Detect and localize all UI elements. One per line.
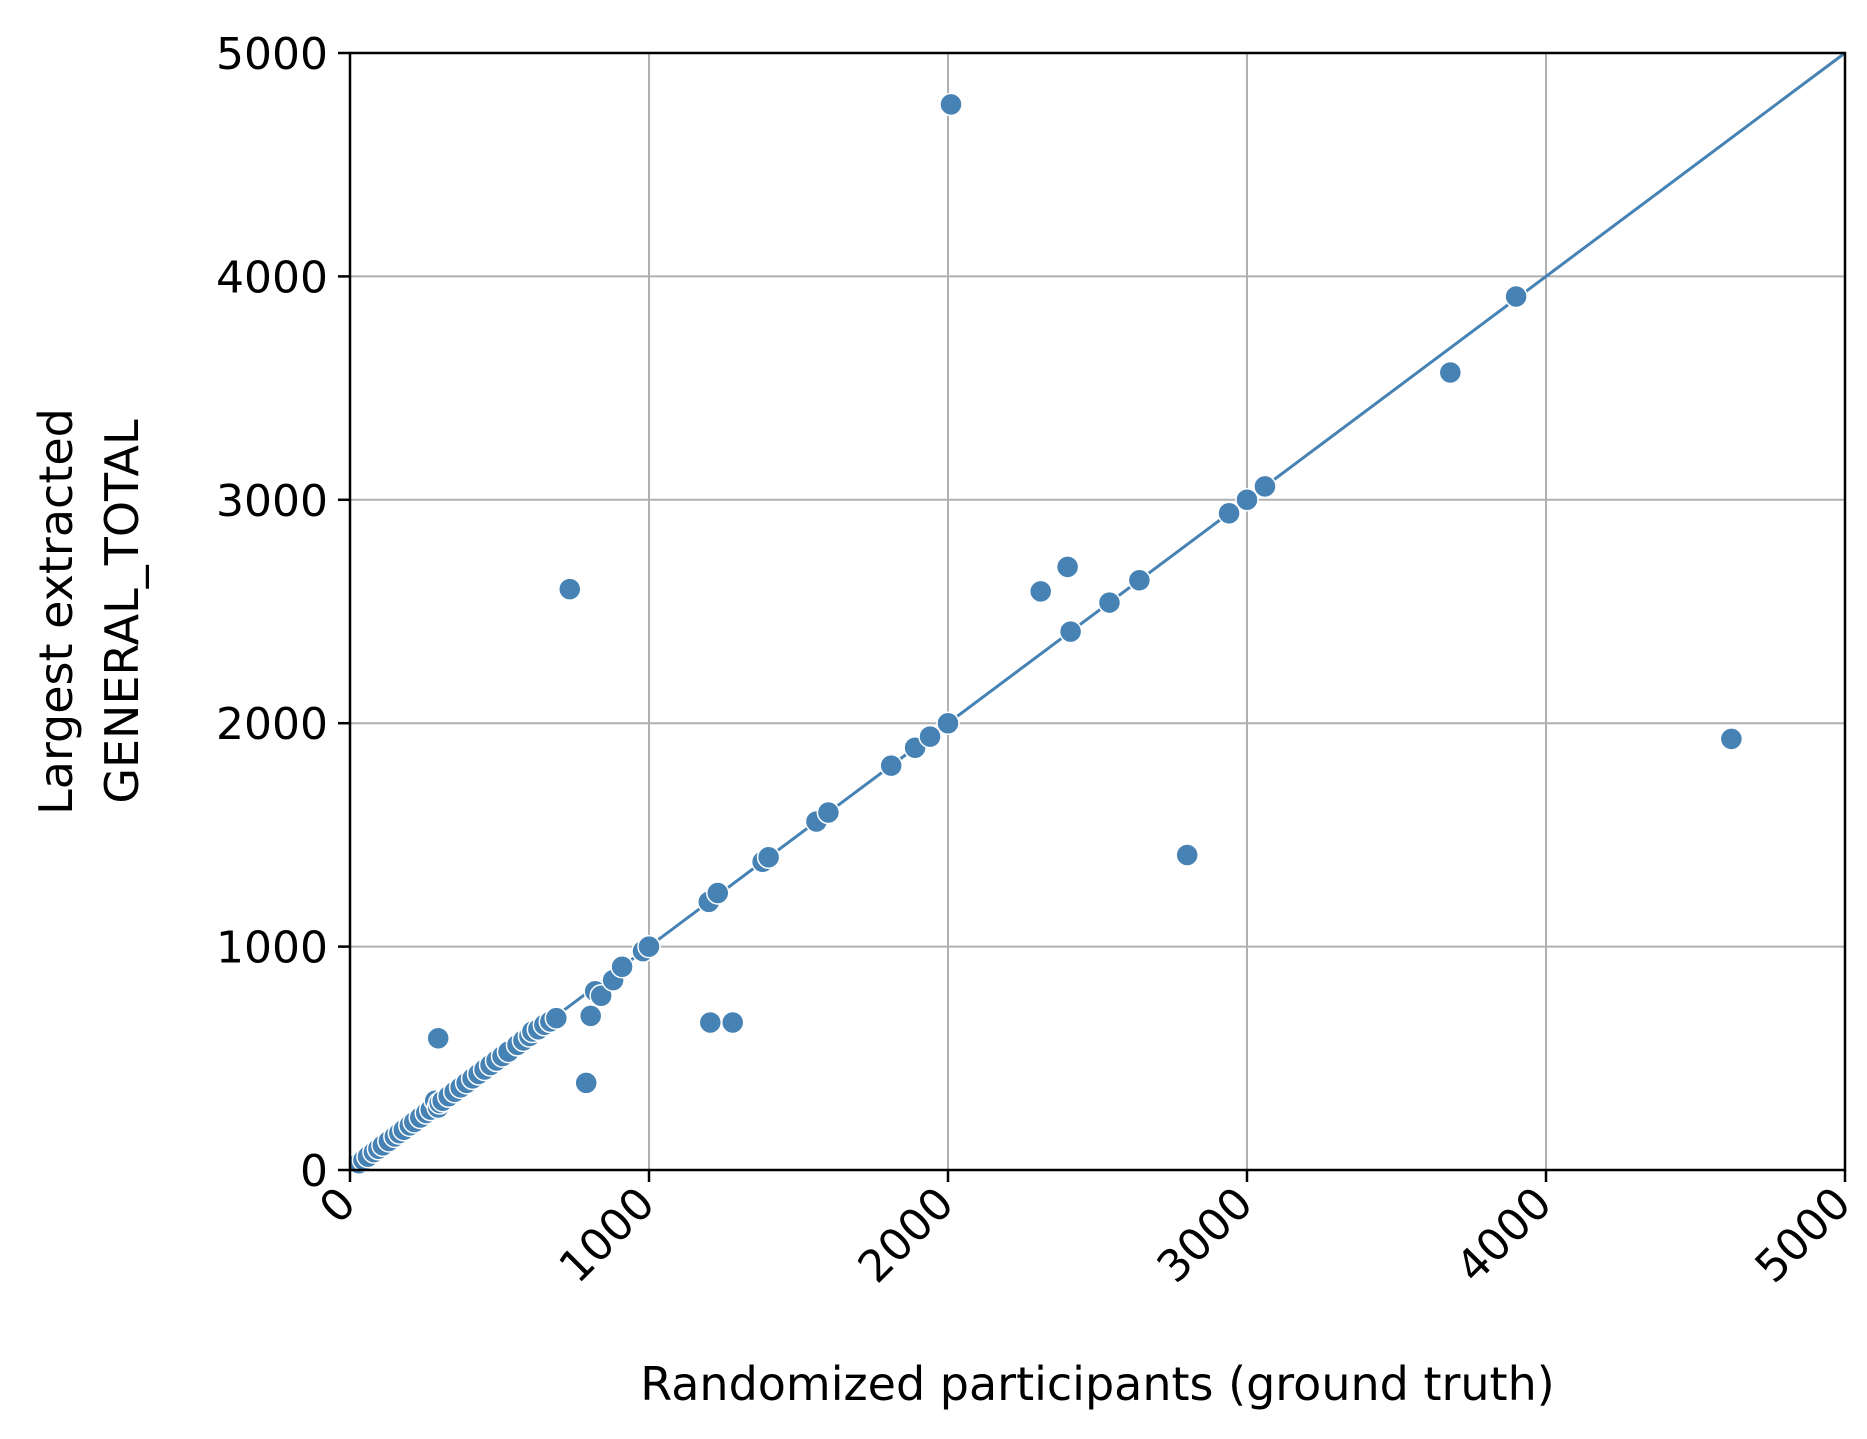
- data-point: [816, 800, 841, 825]
- data-point: [1055, 555, 1080, 579]
- x-tick-label: 5000: [1746, 1178, 1861, 1293]
- y-tick-label: 0: [300, 1146, 328, 1197]
- data-point: [1235, 488, 1259, 512]
- x-tick-label: 1000: [550, 1178, 665, 1293]
- data-point: [1719, 727, 1744, 751]
- y-tick-labels: 0 1000 2000 3000 4000 5000: [216, 29, 328, 1197]
- x-axis-title: Randomized participants (ground truth): [640, 1357, 1554, 1411]
- data-point: [706, 881, 730, 905]
- x-tick-label: 2000: [849, 1178, 964, 1293]
- identity-line: [349, 51, 1846, 1172]
- x-tick-label: 3000: [1148, 1178, 1263, 1293]
- data-point: [558, 577, 582, 601]
- data-point: [578, 1004, 603, 1028]
- data-point: [589, 983, 613, 1008]
- y-tick-label: 5000: [216, 29, 328, 80]
- tick-marks: [338, 51, 1847, 1182]
- y-tick-label: 4000: [216, 252, 328, 303]
- data-points: [347, 92, 1744, 1176]
- data-point: [756, 845, 781, 869]
- data-point: [1028, 579, 1053, 604]
- y-tick-label: 1000: [216, 923, 328, 974]
- data-point: [1097, 590, 1122, 615]
- y-tick-label: 3000: [216, 476, 328, 527]
- data-point: [918, 724, 942, 749]
- data-point: [939, 92, 963, 117]
- y-axis-title-line-1: Largest extracted: [29, 408, 83, 815]
- data-point: [610, 954, 634, 979]
- plot-frame: [348, 51, 1847, 1172]
- data-point: [1438, 360, 1463, 385]
- data-point: [544, 1006, 569, 1030]
- data-point: [1253, 474, 1277, 499]
- data-point: [936, 711, 960, 735]
- data-point: [720, 1010, 745, 1035]
- y-axis-title-line-2: GENERAL_TOTAL: [95, 419, 149, 804]
- data-point: [1217, 501, 1241, 525]
- data-point: [1058, 619, 1083, 644]
- x-tick-label: 4000: [1447, 1178, 1562, 1293]
- data-point: [637, 934, 661, 959]
- y-tick-label: 2000: [216, 699, 328, 750]
- data-point: [879, 753, 903, 778]
- data-point: [1127, 568, 1152, 592]
- x-tick-labels: 0 1000 2000 3000 4000 5000: [310, 1178, 1861, 1293]
- data-point: [1175, 843, 1199, 867]
- data-point: [698, 1010, 723, 1035]
- data-point: [426, 1026, 450, 1050]
- data-point: [574, 1071, 598, 1095]
- data-point: [1504, 284, 1528, 309]
